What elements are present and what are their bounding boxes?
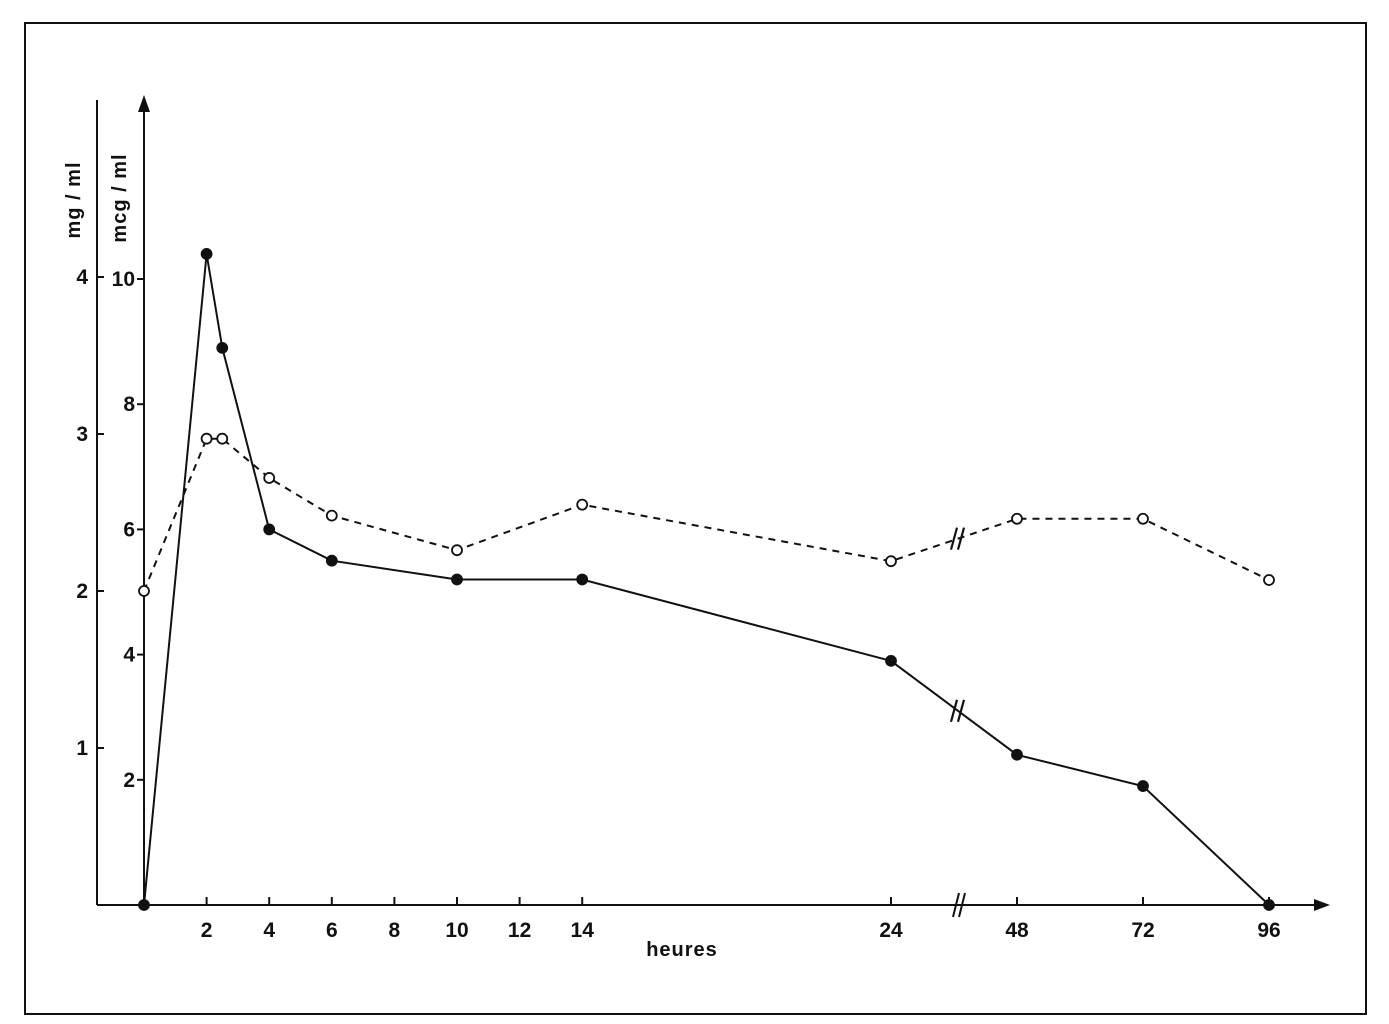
- filled-circle-point: [576, 573, 589, 586]
- x-axis-arrowhead: [1314, 899, 1330, 911]
- filled-circle-point: [1137, 780, 1149, 792]
- mcg-tick-label: 10: [112, 268, 135, 291]
- mg-tick-label: 4: [76, 266, 88, 289]
- series-line-dashed: [143, 437, 1270, 592]
- mcg-tick-label: 6: [123, 518, 135, 541]
- x-axis-title: heures: [646, 939, 718, 961]
- open-circle-point: [1137, 512, 1149, 525]
- filled-circle-point: [263, 523, 276, 536]
- open-circle-point: [451, 544, 463, 557]
- filled-circle-point: [451, 573, 463, 586]
- y-axis-arrowhead: [138, 95, 150, 112]
- open-circle-point: [1263, 574, 1275, 586]
- x-tick-label: 8: [389, 919, 401, 942]
- series-break-mark: [956, 527, 966, 550]
- filled-circle-point: [1011, 748, 1023, 761]
- figure-frame: [24, 22, 1367, 1015]
- x-tick-label: 12: [508, 919, 531, 942]
- open-circle-point: [200, 432, 213, 445]
- x-tick-label: 4: [263, 919, 275, 942]
- series-group: [138, 248, 1275, 911]
- x-tick-label: 6: [326, 919, 338, 942]
- open-circle-point: [138, 585, 150, 597]
- mcg-tick-label: 2: [123, 769, 135, 792]
- filled-circle-point: [325, 554, 338, 567]
- x-axis-break-mark: [958, 892, 966, 918]
- series-break-mark: [949, 527, 959, 550]
- filled-circle-point: [216, 341, 229, 354]
- open-circle-point: [885, 555, 897, 568]
- mg-axis-title: mg / ml: [63, 161, 85, 238]
- open-circle-point: [325, 509, 338, 522]
- mg-tick-label: 3: [76, 423, 88, 446]
- x-tick-label: 10: [445, 919, 468, 942]
- filled-circle-point: [200, 248, 213, 260]
- mg-tick-label: 1: [76, 737, 88, 760]
- x-tick-label: 48: [1005, 919, 1029, 942]
- series-break-mark: [949, 699, 959, 723]
- series-break-mark: [956, 699, 966, 723]
- x-axis-break-mark: [952, 892, 960, 918]
- mcg-tick-label: 8: [123, 393, 135, 416]
- mcg-tick-label: 4: [123, 644, 135, 667]
- x-tick-label: 72: [1131, 919, 1154, 942]
- mcg-axis-title: mcg / ml: [109, 153, 131, 242]
- x-tick-label: 96: [1257, 919, 1280, 942]
- open-circle-point: [1011, 512, 1023, 525]
- series-line-solid: [143, 253, 1270, 906]
- x-tick-label: 2: [201, 919, 213, 942]
- x-tick-label: 14: [571, 919, 595, 942]
- filled-circle-point: [885, 654, 897, 667]
- open-circle-point: [576, 498, 589, 511]
- axes: [96, 95, 1330, 918]
- open-circle-point: [216, 432, 229, 445]
- filled-circle-point: [138, 899, 150, 911]
- mg-tick-label: 2: [76, 580, 88, 603]
- open-circle-point: [263, 472, 276, 484]
- x-tick-label: 24: [879, 919, 903, 942]
- filled-circle-point: [1263, 899, 1275, 911]
